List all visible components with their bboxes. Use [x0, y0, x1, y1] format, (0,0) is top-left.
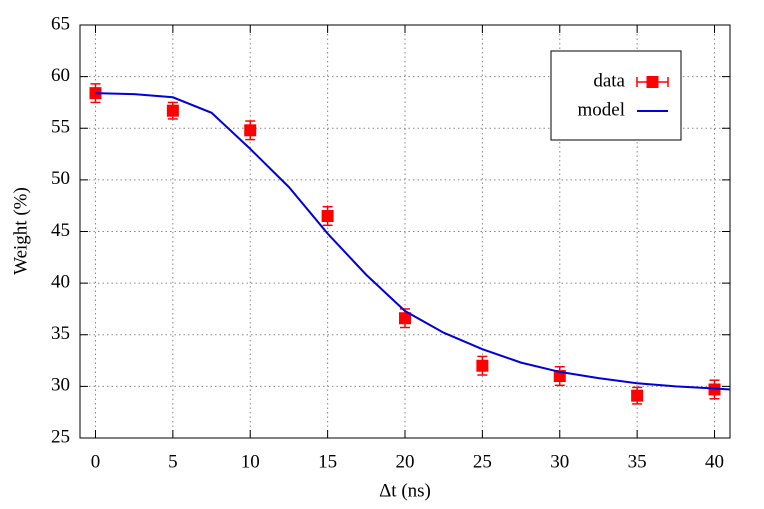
- y-tick-label: 40: [51, 271, 70, 292]
- x-tick-label: 20: [396, 451, 415, 472]
- y-tick-label: 30: [51, 375, 70, 396]
- legend-label: data: [593, 70, 625, 91]
- y-tick-label: 25: [51, 426, 70, 447]
- x-tick-label: 40: [705, 451, 724, 472]
- data-point: [244, 124, 257, 137]
- x-tick-label: 0: [91, 451, 101, 472]
- legend-marker: [646, 76, 659, 88]
- x-tick-label: 5: [168, 451, 178, 472]
- data-point: [166, 104, 179, 117]
- y-tick-label: 55: [51, 117, 70, 138]
- x-tick-label: 25: [473, 451, 492, 472]
- x-axis-label: Δt (ns): [379, 480, 431, 501]
- x-tick-label: 15: [318, 451, 337, 472]
- y-tick-label: 45: [51, 220, 70, 241]
- legend-label: model: [578, 99, 626, 120]
- y-tick-label: 35: [51, 323, 70, 344]
- data-point: [321, 210, 334, 223]
- x-tick-label: 30: [550, 451, 569, 472]
- y-tick-label: 65: [51, 13, 70, 34]
- y-tick-label: 60: [51, 65, 70, 86]
- x-tick-label: 35: [628, 451, 647, 472]
- y-axis-label: Weight (%): [10, 187, 31, 275]
- plot-frame: [79, 24, 731, 439]
- data-point: [399, 312, 411, 325]
- model-line: [95, 92, 731, 391]
- y-tick-label: 50: [51, 168, 70, 189]
- x-tick-label: 10: [241, 451, 260, 472]
- data-point: [476, 359, 489, 372]
- legend-box: [550, 50, 682, 141]
- data-point: [708, 383, 721, 396]
- data-point: [631, 389, 644, 402]
